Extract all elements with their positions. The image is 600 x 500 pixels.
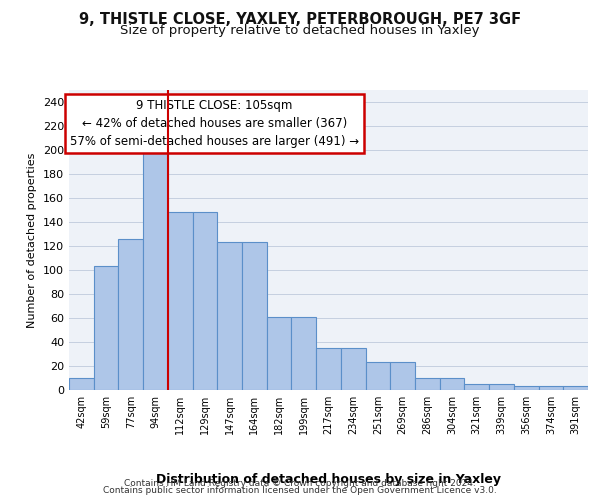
Text: Contains HM Land Registry data © Crown copyright and database right 2024.: Contains HM Land Registry data © Crown c… [124,478,476,488]
Bar [341,348,365,390]
Bar [168,212,193,390]
Bar [316,348,341,390]
Bar [365,362,390,390]
Bar [118,239,143,390]
Bar [563,386,588,390]
Text: Contains public sector information licensed under the Open Government Licence v3: Contains public sector information licen… [103,486,497,495]
Bar [415,378,440,390]
Bar [69,378,94,390]
Text: Size of property relative to detached houses in Yaxley: Size of property relative to detached ho… [120,24,480,37]
Bar [440,378,464,390]
Bar [489,384,514,390]
Bar [143,152,168,390]
Bar [94,266,118,390]
X-axis label: Distribution of detached houses by size in Yaxley: Distribution of detached houses by size … [156,473,501,486]
Y-axis label: Number of detached properties: Number of detached properties [28,152,37,328]
Bar [464,384,489,390]
Bar [514,386,539,390]
Bar [242,242,267,390]
Bar [193,212,217,390]
Bar [292,317,316,390]
Bar [217,242,242,390]
Bar [390,362,415,390]
Text: 9 THISTLE CLOSE: 105sqm
← 42% of detached houses are smaller (367)
57% of semi-d: 9 THISTLE CLOSE: 105sqm ← 42% of detache… [70,99,359,148]
Text: 9, THISTLE CLOSE, YAXLEY, PETERBOROUGH, PE7 3GF: 9, THISTLE CLOSE, YAXLEY, PETERBOROUGH, … [79,12,521,28]
Bar [267,317,292,390]
Bar [539,386,563,390]
